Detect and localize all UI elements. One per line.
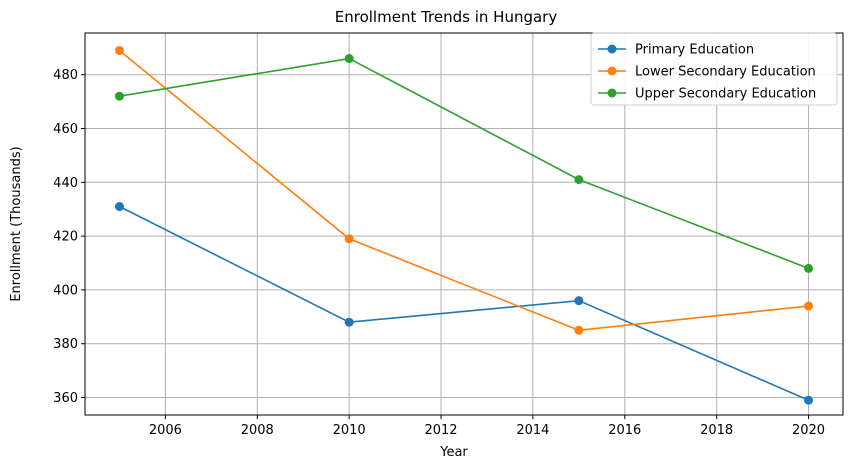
x-tick-label: 2008	[241, 423, 274, 438]
series-2	[114, 45, 814, 335]
data-point	[804, 395, 814, 405]
series-3	[114, 54, 814, 273]
data-point	[114, 202, 124, 212]
data-point	[804, 263, 814, 273]
data-point	[344, 54, 354, 64]
legend-marker	[607, 66, 617, 76]
legend-box	[590, 32, 838, 106]
y-tick-label: 360	[53, 391, 78, 406]
series-line	[118, 49, 809, 332]
legend-marker	[607, 88, 617, 98]
legend-label: Upper Secondary Education	[635, 87, 816, 102]
legend-marker	[607, 44, 617, 54]
x-tick-label: 2012	[424, 423, 457, 438]
data-point	[574, 325, 584, 335]
data-point	[114, 91, 124, 101]
y-tick-label: 480	[53, 68, 78, 83]
y-tick-label: 380	[53, 337, 78, 352]
y-tick-label: 400	[53, 283, 78, 298]
data-point	[114, 45, 124, 55]
ticks: 2006 2008 2010 2012 2014 2016 2018 2020 360 380 40…	[53, 68, 825, 438]
plot-frame	[84, 32, 844, 416]
series-line	[119, 57, 809, 270]
data-point	[804, 301, 814, 311]
x-tick-label: 2010	[333, 423, 366, 438]
x-tick-label: 2018	[700, 423, 733, 438]
legend-label: Lower Secondary Education	[635, 65, 816, 80]
series-layer	[114, 45, 814, 405]
x-tick-label: 2014	[516, 423, 549, 438]
y-tick-label: 460	[53, 122, 78, 137]
legend: Primary Education Lower Secondary Educati…	[590, 32, 838, 106]
y-tick-label: 420	[53, 230, 78, 245]
x-tick-label: 2016	[608, 423, 641, 438]
data-point	[344, 317, 354, 327]
series-1	[114, 202, 814, 405]
y-axis-title: Enrollment (Thousands)	[9, 146, 24, 301]
x-tick-label: 2020	[792, 423, 825, 438]
series-line	[119, 205, 809, 401]
data-point	[574, 296, 584, 306]
x-tick-label: 2006	[149, 423, 182, 438]
data-point	[574, 175, 584, 185]
data-point	[344, 234, 354, 244]
x-axis-title: Year	[439, 445, 468, 460]
chart-title: Enrollment Trends in Hungary	[335, 8, 558, 26]
legend-label: Primary Education	[635, 43, 754, 58]
y-tick-label: 440	[53, 176, 78, 191]
